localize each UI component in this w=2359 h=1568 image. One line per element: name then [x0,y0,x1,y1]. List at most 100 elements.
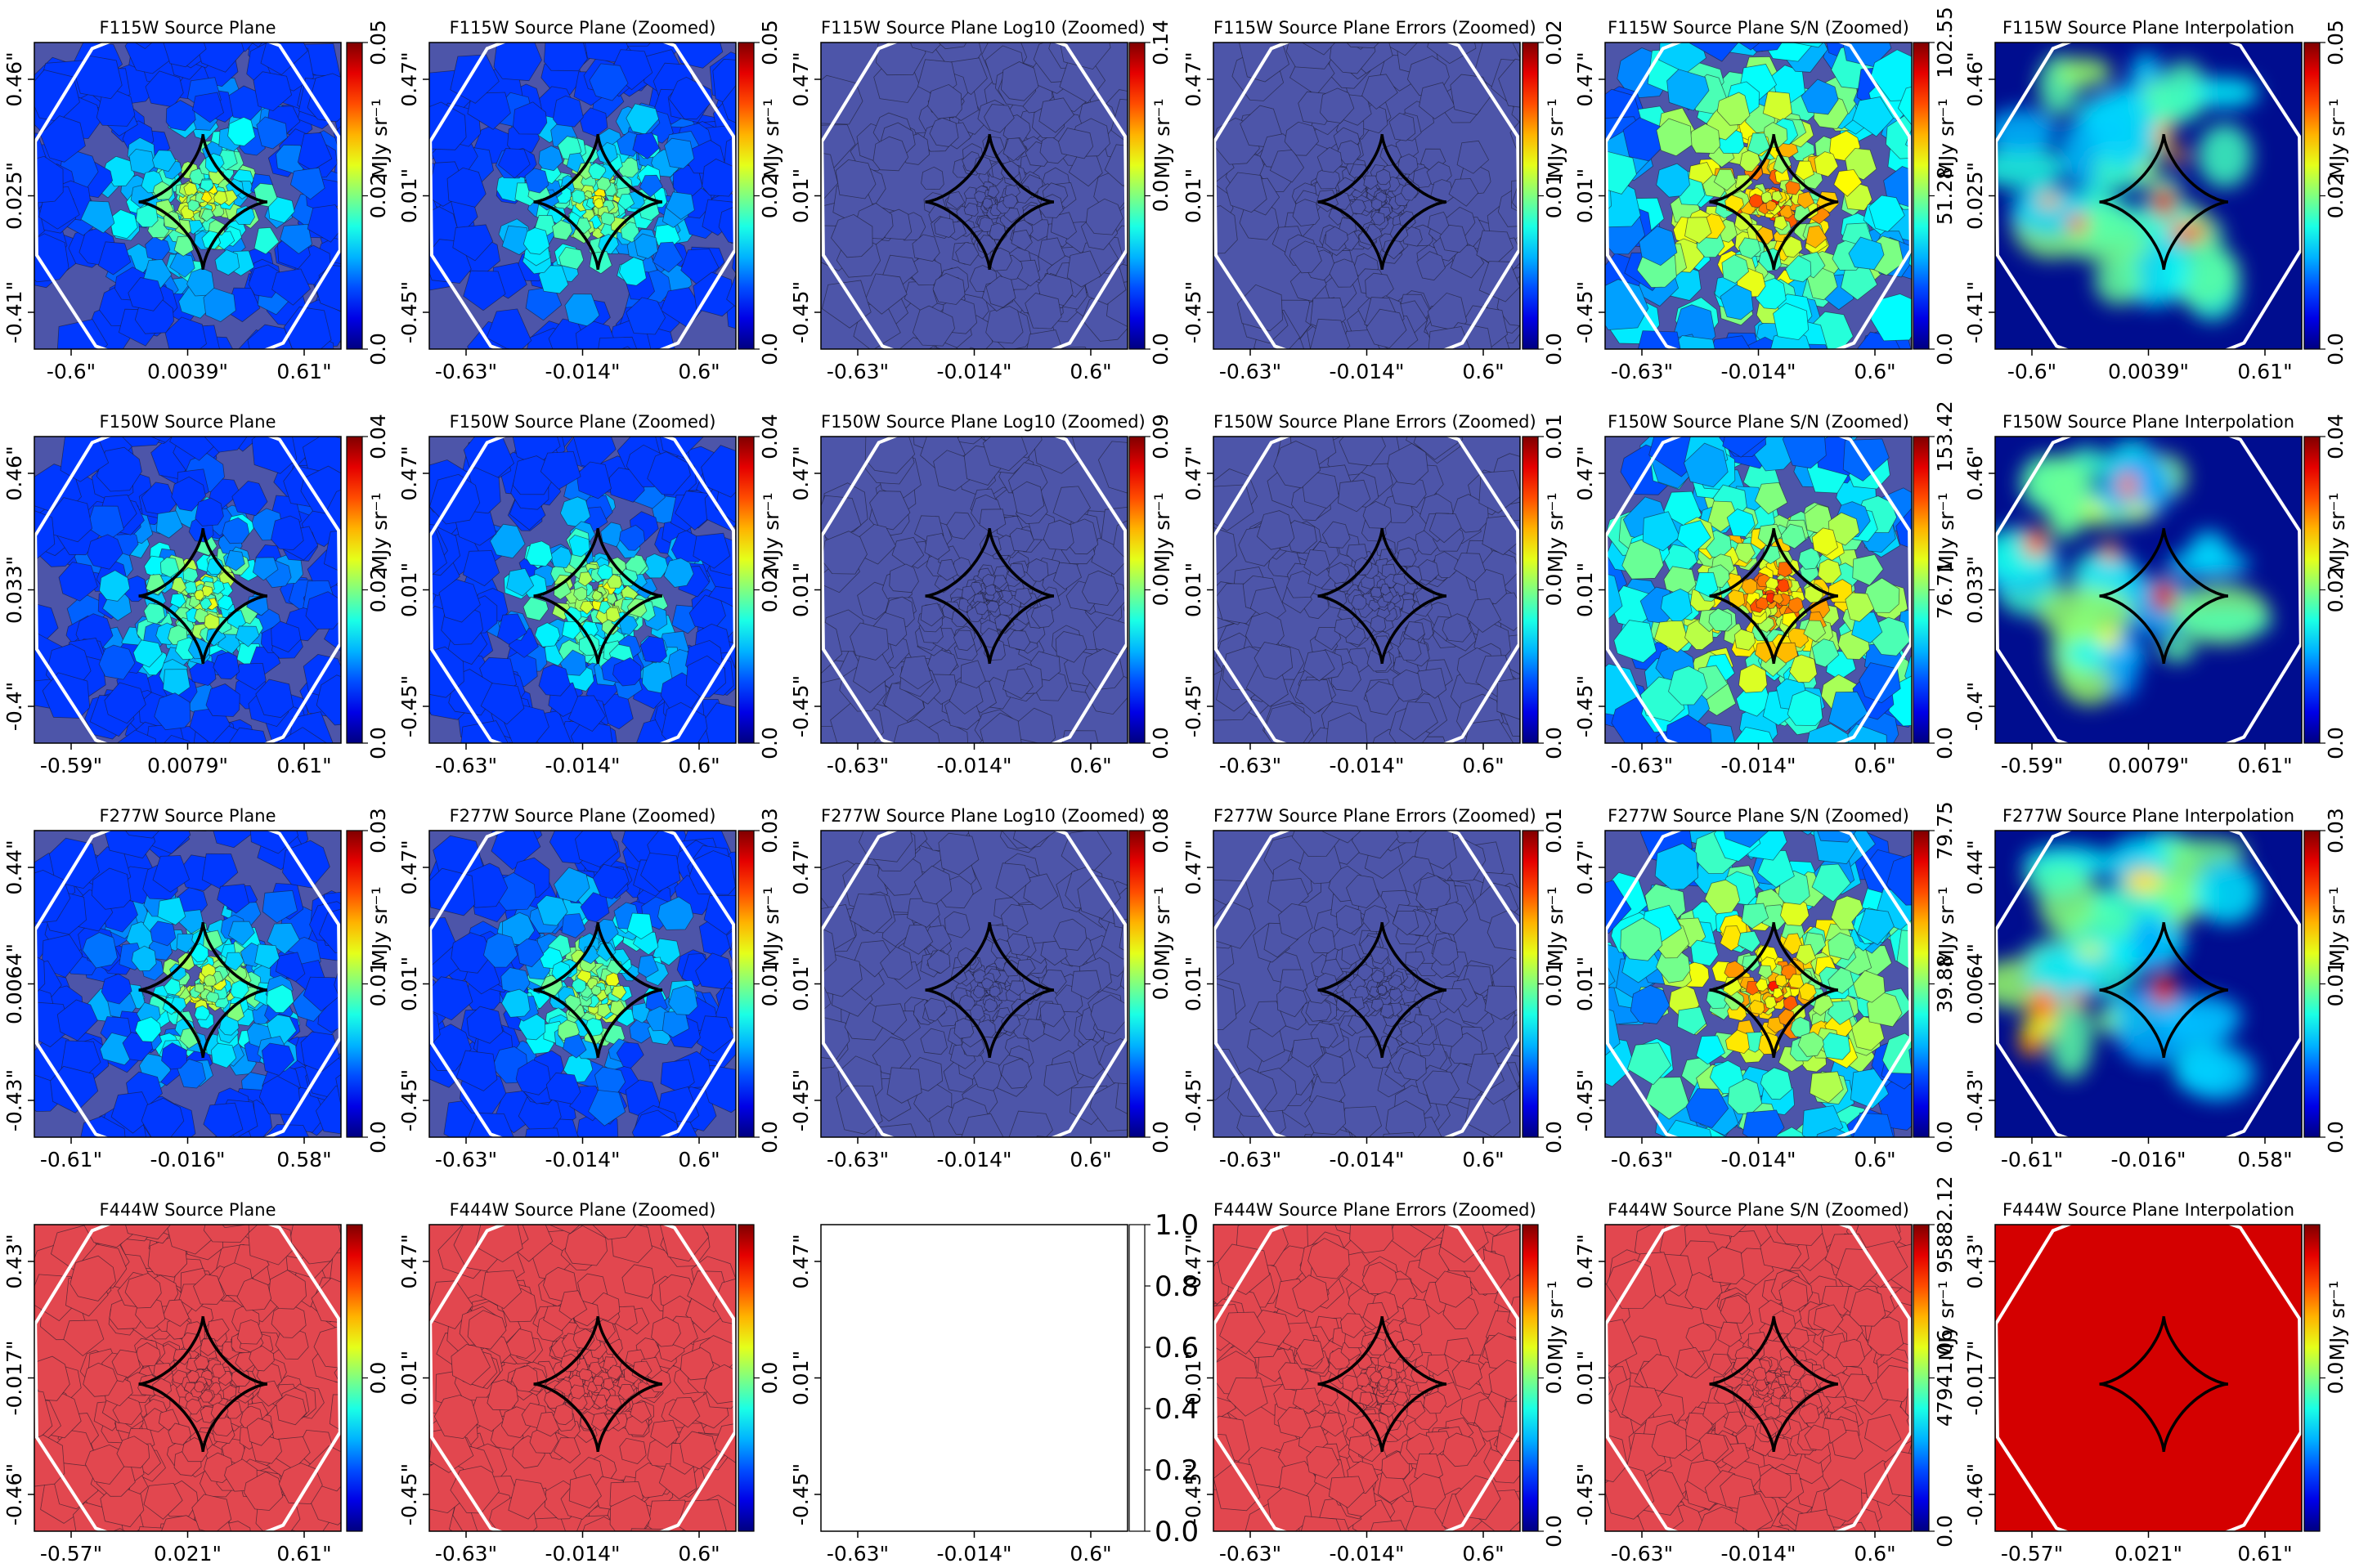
x-tick-label: -0.014" [1329,1148,1404,1172]
colorbar-tick-label: 47941.06 [1933,1329,1957,1427]
colorbar-tick-label: 0.0 [366,1362,390,1395]
x-tick-label: -0.014" [1329,360,1404,383]
caustic [1317,1315,1446,1453]
colorbar [346,830,363,1138]
y-tick-label: 0.033" [1963,556,1987,624]
panel-title: F115W Source Plane Log10 (Zoomed) [821,18,1146,38]
image-area [821,831,1128,1137]
y-tick-label: 0.01" [1573,168,1597,223]
x-tick-label: -0.59" [2001,754,2063,777]
y-tick-label: -0.017" [2,1340,26,1415]
x-tick-label: 0.021" [2115,1542,2182,1566]
colorbar [738,1224,755,1532]
x-tick-label: -0.014" [1720,1542,1796,1566]
x-tick-label: 0.6" [678,754,720,777]
colorbar-tick-label: 79.75 [1933,801,1957,860]
y-tick-label: -0.45" [397,675,421,737]
x-tick-label: 0.6" [1462,754,1504,777]
colorbar-label: MJy sr⁻¹ [1150,98,1174,178]
colorbar-label: MJy sr⁻¹ [2325,98,2349,178]
colorbar-tick-label: 0.04 [2324,414,2348,459]
x-tick-label: -0.63" [827,1148,889,1172]
colorbar-label: MJy sr⁻¹ [1935,1280,1958,1360]
panel-title: F115W Source Plane (Zoomed) [449,18,716,38]
axes-frame [1604,1224,1913,1532]
x-tick-label: -0.63" [1611,1148,1673,1172]
colorbar-label: MJy sr⁻¹ [760,492,783,572]
y-tick-label: 0.47" [1182,1234,1205,1288]
colorbar-tick-label: 0.02 [2324,173,2348,219]
colorbar-tick-label: 51.28 [1933,167,1957,226]
y-tick-label: 0.01" [789,562,813,617]
colorbar [1128,42,1146,350]
colorbar-tick-label: 0.02 [366,567,390,613]
colorbar [346,42,363,350]
colorbar-tick-label: 0.02 [1542,20,1566,65]
panel-title: F444W Source Plane Interpolation [2002,1200,2295,1220]
x-tick-label: 0.0039" [2108,360,2189,383]
panel-title: F444W Source Plane Errors (Zoomed) [1213,1200,1536,1220]
x-tick-label: 0.021" [154,1542,222,1566]
axes-frame [1994,830,2303,1138]
x-tick-label: -0.63" [1611,754,1673,777]
caustic [138,133,267,271]
x-tick-label: -0.63" [827,754,889,777]
colorbar-label: MJy sr⁻¹ [1935,886,1958,966]
axes-frame [428,830,737,1138]
x-tick-label: 0.0079" [2108,754,2189,777]
colorbar [1913,1224,1930,1532]
image-area [34,437,341,743]
image-area [1213,437,1520,743]
axes-frame [1213,1224,1521,1532]
colorbar-label: MJy sr⁻¹ [2325,1280,2349,1360]
caustic [138,1315,267,1453]
y-tick-label: 0.025" [1963,162,1987,230]
axes-frame [34,1224,342,1532]
y-tick-label: 0.46" [2,446,26,500]
colorbar-tick-label: 0.0 [1933,1121,1957,1154]
x-tick-label: -0.63" [1219,360,1281,383]
caustic [1317,921,1446,1059]
colorbar-tick-label: 0.0 [758,1121,782,1154]
caustic [2099,921,2228,1059]
critical-curve [34,831,341,1137]
x-tick-label: -0.6" [2007,360,2056,383]
colorbar-tick-label: 0.0 [1542,1362,1566,1395]
x-tick-label: -0.014" [936,1542,1011,1566]
y-tick-label: 0.01" [1182,168,1205,223]
critical-curve [429,831,736,1137]
x-tick-label: 0.6" [1462,1542,1504,1566]
colorbar-tick-label: 0.0 [2324,333,2348,365]
caustic [1709,1315,1838,1453]
image-area [821,437,1128,743]
panel-title: F444W Source Plane S/N (Zoomed) [1608,1200,1909,1220]
x-tick-label: 0.61" [2237,360,2292,383]
colorbar-tick-label: 1.0 [1155,1209,1199,1242]
y-tick-label: 0.47" [1573,1234,1597,1288]
image-area [429,437,736,743]
critical-curve [1995,831,2302,1137]
x-tick-label: -0.014" [545,1148,620,1172]
critical-curve [429,1225,736,1531]
colorbar-tick-label: 0.2 [1155,1454,1199,1487]
panel-title: F277W Source Plane (Zoomed) [449,806,716,826]
panel-title: F150W Source Plane (Zoomed) [449,412,716,432]
y-tick-label: -0.4" [2,682,26,731]
y-tick-label: -0.46" [2,1463,26,1525]
colorbar-tick-label: 0.09 [1149,414,1173,459]
y-tick-label: 0.46" [1963,446,1987,500]
x-tick-label: 0.0039" [147,360,228,383]
x-tick-label: 0.6" [1462,360,1504,383]
colorbar-label: MJy sr⁻¹ [1150,886,1174,966]
x-tick-label: -0.63" [435,1542,497,1566]
y-tick-label: 0.033" [2,556,26,624]
critical-curve [34,1225,341,1531]
critical-curve [1605,437,1912,743]
x-tick-label: 0.0079" [147,754,228,777]
x-tick-label: 0.6" [678,360,720,383]
